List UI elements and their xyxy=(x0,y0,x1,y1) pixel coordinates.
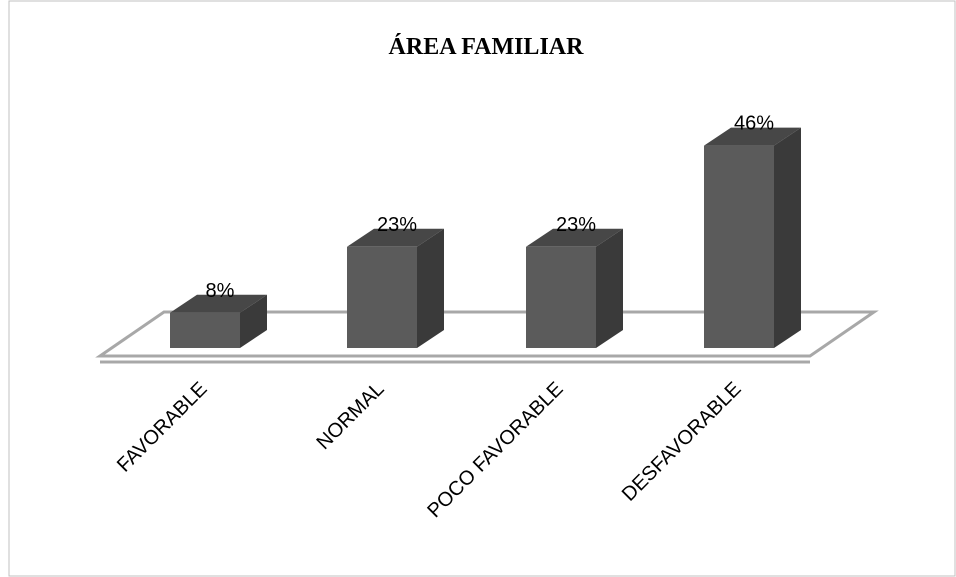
bar-top-face xyxy=(170,294,267,313)
chart-floor xyxy=(95,310,879,364)
data-label: 23% xyxy=(556,214,596,236)
bar-top-face xyxy=(526,228,623,247)
bar-front-face xyxy=(347,246,417,348)
bar-side-face xyxy=(596,228,623,348)
bar xyxy=(347,228,444,348)
bar-side-face xyxy=(240,294,267,348)
bar-side-face xyxy=(417,228,444,348)
bar xyxy=(170,294,267,348)
bar-front-face xyxy=(526,246,596,348)
bar xyxy=(704,127,801,348)
bar-top-face xyxy=(347,228,444,247)
data-label: 23% xyxy=(377,214,417,236)
bar-side-face xyxy=(774,127,801,348)
chart-frame xyxy=(8,0,956,577)
bar xyxy=(526,228,623,348)
bar-top-face xyxy=(704,127,801,146)
bar-front-face xyxy=(170,312,240,348)
data-label: 46% xyxy=(734,113,774,135)
chart-title: ÁREA FAMILIAR xyxy=(389,34,585,60)
data-labels: 8% 23% 23% 46% xyxy=(206,113,775,302)
floor-top-face xyxy=(95,310,879,358)
data-label: 8% xyxy=(206,280,235,302)
bar-front-face xyxy=(704,145,774,348)
bars xyxy=(170,127,801,348)
